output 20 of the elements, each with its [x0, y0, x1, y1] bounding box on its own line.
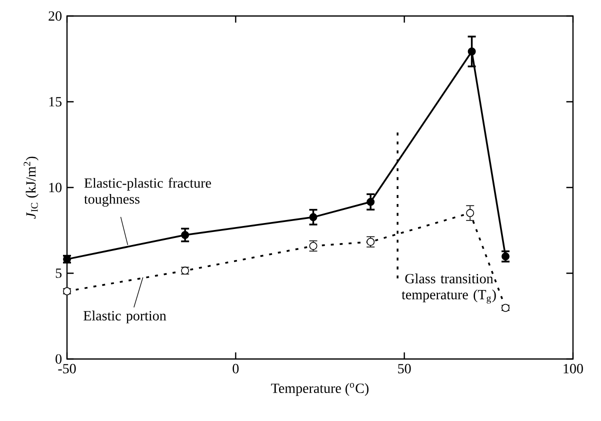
point	[181, 231, 190, 239]
x-tick-label: 50	[398, 364, 411, 374]
y-tick-label: 5	[56, 268, 62, 278]
x-tick-label: 100	[564, 364, 583, 374]
point	[366, 198, 375, 206]
point	[468, 47, 476, 56]
y-tick-label: 10	[49, 182, 62, 192]
y-tick-label: 15	[49, 97, 62, 106]
y-tick-label: 0	[56, 354, 62, 364]
annotation: Elastic portion	[84, 310, 166, 324]
point	[309, 213, 318, 222]
x-tick-label: 0	[232, 364, 239, 374]
point	[466, 209, 474, 218]
point	[309, 242, 318, 250]
y-axis-title: J$_{IC}$ (kJ/m$^{2}$)	[24, 156, 38, 219]
x-axis-title: Temperature ($^{o}$C)	[271, 382, 368, 396]
annotation: Glass transition temperature (T$_{g}$)	[402, 274, 496, 304]
y-tick-label: 20	[48, 11, 62, 21]
x-tick-label: -50	[58, 364, 76, 374]
annotation: Elastic-plastic fracture toughness	[84, 178, 212, 207]
